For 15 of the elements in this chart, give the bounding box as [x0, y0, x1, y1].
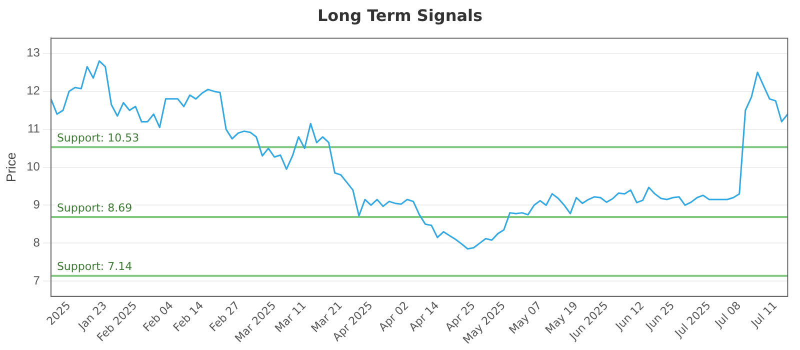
y-tick-label: 12: [26, 84, 40, 98]
x-tick-label: Jun 12: [612, 298, 647, 334]
chart-title: Long Term Signals: [316, 6, 484, 27]
y-tick-label: 10: [26, 160, 40, 174]
y-tick-label: 13: [26, 46, 40, 60]
x-tick-label: Jul 11: [748, 298, 780, 331]
y-tick-label: 7: [33, 273, 40, 288]
ref-line-label: Support: 7.14: [56, 260, 132, 274]
y-tick-label: 8: [33, 235, 40, 250]
y-tick-label: 9: [33, 198, 40, 212]
ref-line-label: Support: 8.69: [56, 201, 132, 214]
y-tick-label: 11: [27, 122, 40, 136]
y-axis-title: Price: [3, 152, 18, 182]
ref-line-label: Support: 10.53: [56, 132, 140, 144]
x-tick-label: Jul 08: [712, 298, 744, 331]
